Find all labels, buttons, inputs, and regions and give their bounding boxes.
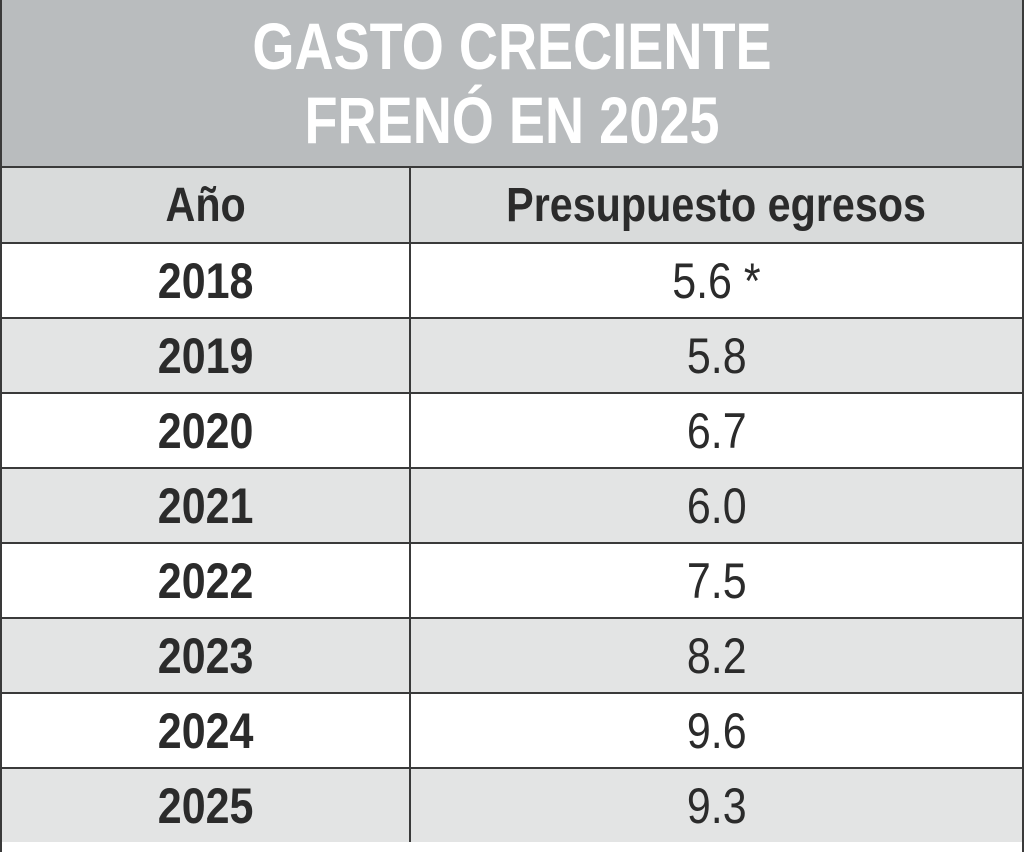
- year-cell: 2019: [2, 317, 410, 393]
- table-row: 2023 8.2: [2, 617, 1022, 693]
- table-row: 2019 5.8: [2, 317, 1022, 393]
- budget-value-cell: 7.5: [409, 542, 1022, 618]
- year-cell: 2021: [2, 467, 410, 543]
- header-row: Año Presupuesto egresos: [2, 166, 1022, 243]
- year-cell: 2023: [2, 617, 410, 693]
- year-cell: 2020: [2, 392, 410, 468]
- column-header-budget: Presupuesto egresos: [409, 166, 1022, 243]
- table-row: 2024 9.6: [2, 692, 1022, 768]
- table-body: 2018 5.6 * 2019 5.8 2020 6.7 2021 6.0 2022 7.5 202…: [2, 242, 1022, 842]
- year-cell: 2022: [2, 542, 410, 618]
- budget-value-cell: 5.6 *: [409, 242, 1022, 318]
- year-cell: 2018: [2, 242, 410, 318]
- table-row: 2025 9.3: [2, 767, 1022, 842]
- budget-value-cell: 9.6: [409, 692, 1022, 768]
- budget-value-cell: 9.3: [409, 767, 1022, 842]
- table-title: GASTO CRECIENTE FRENÓ EN 2025: [93, 0, 931, 166]
- table-row: 2020 6.7: [2, 392, 1022, 468]
- title-line-2: FRENÓ EN 2025: [304, 83, 720, 157]
- budget-value-cell: 5.8: [409, 317, 1022, 393]
- year-cell: 2025: [2, 767, 410, 842]
- budget-value-cell: 6.0: [409, 467, 1022, 543]
- title-line-1: GASTO CRECIENTE: [252, 9, 772, 83]
- table-row: 2018 5.6 *: [2, 242, 1022, 318]
- budget-value-cell: 8.2: [409, 617, 1022, 693]
- column-header-year: Año: [2, 166, 410, 243]
- budget-value-cell: 6.7: [409, 392, 1022, 468]
- table-row: 2022 7.5: [2, 542, 1022, 618]
- budget-table: Año Presupuesto egresos 2018 5.6 * 2019 5.8…: [2, 166, 1022, 842]
- title-background: GASTO CRECIENTE FRENÓ EN 2025: [2, 0, 1022, 166]
- table-row: 2021 6.0: [2, 467, 1022, 543]
- year-cell: 2024: [2, 692, 410, 768]
